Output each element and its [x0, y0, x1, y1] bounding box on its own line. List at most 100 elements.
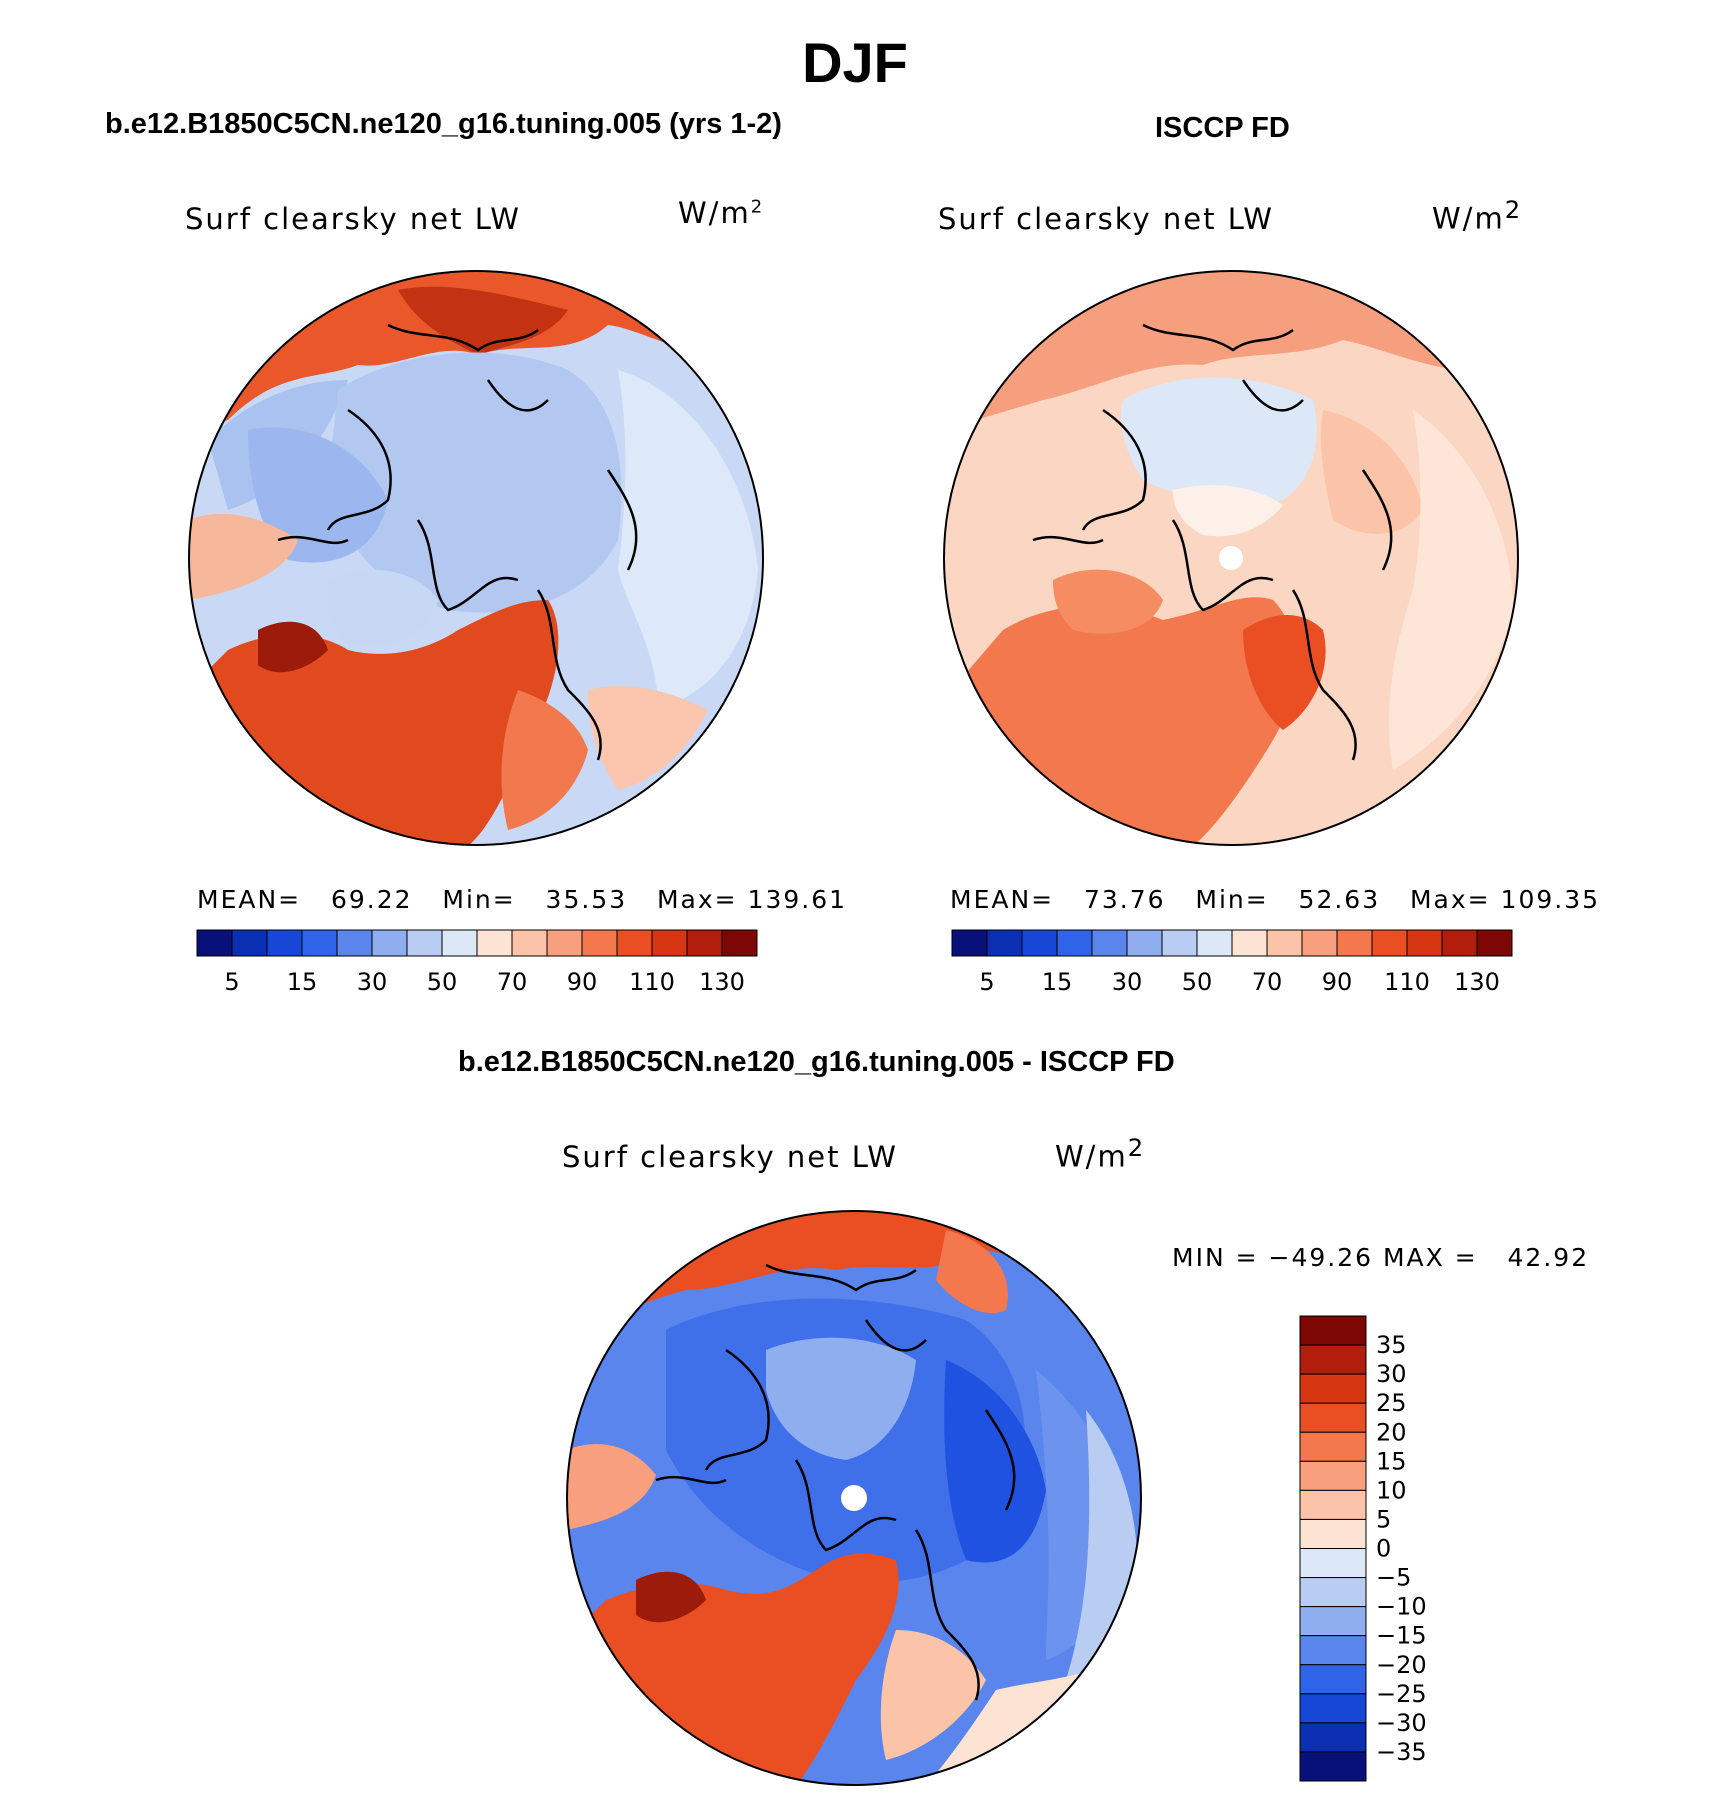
colorbar-tick-label: 20 [1376, 1418, 1407, 1446]
colorbar-swatch [1056, 929, 1093, 957]
colorbar-swatch [266, 929, 303, 957]
colorbar-swatch [371, 929, 408, 957]
colorbar-tick-label: −25 [1376, 1680, 1427, 1708]
colorbar-swatch [196, 929, 233, 957]
map-region-alaska-salmon [567, 1444, 656, 1530]
colorbar-swatch [1299, 1402, 1367, 1433]
colorbar-model: 5 15 30 50 70 90 110 130 [196, 929, 758, 996]
colorbar-swatch [1299, 1664, 1367, 1695]
colorbar-swatch [1299, 1460, 1367, 1491]
map-coastline [1032, 323, 1393, 761]
colorbar-swatch [1301, 929, 1338, 957]
colorbar-tick-label: 90 [1322, 968, 1353, 996]
colorbar-swatch [1231, 929, 1268, 957]
colorbar-tick-label: 35 [1376, 1331, 1407, 1359]
variable-label-obs: Surf clearsky net LW [938, 202, 1274, 236]
colorbar-swatch [1299, 1577, 1367, 1608]
colorbar-swatch [1299, 1606, 1367, 1637]
map-region-bering-red [936, 1230, 1008, 1314]
colorbar-tick-label: 15 [1042, 968, 1073, 996]
colorbar-swatch [476, 929, 513, 957]
colorbar-tick-label: −35 [1376, 1738, 1427, 1766]
panel-title-diff: b.e12.B1850C5CN.ne120_g16.tuning.005 - I… [458, 1046, 1175, 1078]
colorbar-tick-label: 25 [1376, 1389, 1407, 1417]
colorbar-tick-label: 30 [357, 968, 388, 996]
colorbar-swatch [1299, 1693, 1367, 1724]
map-region-siberia-deep [944, 1360, 1046, 1563]
colorbar-swatch [1091, 929, 1128, 957]
colorbar-swatch [1406, 929, 1443, 957]
colorbar-tick-label: 70 [497, 968, 528, 996]
colorbar-tick-label: 130 [1454, 968, 1500, 996]
colorbar-tick-label: 10 [1376, 1476, 1407, 1504]
map-region-central-light [766, 1337, 916, 1460]
colorbar-tick-label: 50 [1182, 968, 1213, 996]
map-region-greenland-dark [636, 1571, 706, 1623]
colorbar-swatch [616, 929, 653, 957]
colorbar-swatch [1336, 929, 1373, 957]
colorbar-tick-label: 5 [224, 968, 239, 996]
map-region-norway-red [1243, 615, 1326, 730]
colorbar-swatch [986, 929, 1023, 957]
colorbar-tick-label: −30 [1376, 1709, 1427, 1737]
colorbar-swatch [1299, 1373, 1367, 1404]
map-region-eurasia-light [1389, 410, 1513, 770]
map-region-alaska-salmon [189, 513, 298, 600]
colorbar-swatch [441, 929, 478, 957]
map-region-arctic-core [1121, 377, 1317, 504]
panel-title-model: b.e12.B1850C5CN.ne120_g16.tuning.005 (yr… [105, 108, 782, 140]
colorbar-swatch [1441, 929, 1478, 957]
map-coastline [277, 323, 638, 761]
colorbar-tick-label: 5 [979, 968, 994, 996]
panel-title-obs: ISCCP FD [1155, 112, 1290, 144]
units-label-model: W/m2 [678, 196, 765, 230]
map-region-greenland-dark [258, 621, 328, 673]
colorbar-swatch [511, 929, 548, 957]
colorbar-tick-label: 90 [567, 968, 598, 996]
pole-hole [1219, 546, 1243, 570]
variable-label-model: Surf clearsky net LW [185, 202, 521, 236]
map-region-canada-blue [248, 427, 388, 563]
colorbar-swatch [546, 929, 583, 957]
colorbar-swatch [1299, 1315, 1367, 1346]
colorbar-swatch [686, 929, 723, 957]
colorbar-tick-label: 15 [1376, 1447, 1407, 1475]
map-region-europe-peach [880, 1630, 986, 1760]
map-region-bering-dark [398, 286, 568, 355]
map-region-greenland-orange [1053, 569, 1163, 634]
colorbar-swatch [1266, 929, 1303, 957]
colorbar-swatch [721, 929, 758, 957]
colorbar-swatch [951, 929, 988, 957]
stats-diff: MIN = −49.26 MAX = 42.92 [1172, 1243, 1590, 1272]
map-region-arctic-core [328, 352, 622, 613]
main-title: DJF [802, 31, 908, 94]
colorbar-tick-label: 130 [699, 968, 745, 996]
colorbar-swatch [1299, 1635, 1367, 1666]
colorbar-tick-label: 50 [427, 968, 458, 996]
colorbar-swatch [301, 929, 338, 957]
map-region-eurasia-ring [618, 370, 758, 710]
map-coastline [655, 1263, 1016, 1701]
colorbar-tick-label: 15 [287, 968, 318, 996]
colorbar-swatch [1299, 1518, 1367, 1549]
colorbar-swatch [1299, 1344, 1367, 1375]
stats-obs: MEAN= 73.76 Min= 52.63 Max= 109.35 [950, 885, 1601, 914]
colorbar-obs: 5 15 30 50 70 90 110 130 [951, 929, 1513, 996]
colorbar-tick-label: 30 [1112, 968, 1143, 996]
colorbar-tick-label: 30 [1376, 1360, 1407, 1388]
colorbar-swatch [581, 929, 618, 957]
colorbar-swatch [336, 929, 373, 957]
colorbar-swatch [1161, 929, 1198, 957]
units-label-diff: W/m2 [1055, 1134, 1146, 1174]
pole-hole [841, 1485, 867, 1511]
map-region-europe-orange [501, 690, 588, 830]
colorbar-swatch [1476, 929, 1513, 957]
polar-map-model [188, 270, 764, 846]
colorbar-tick-label: −15 [1376, 1622, 1427, 1650]
variable-label-diff: Surf clearsky net LW [562, 1140, 898, 1174]
colorbar-tick-label: −5 [1376, 1564, 1411, 1592]
colorbar-tick-label: 110 [1384, 968, 1430, 996]
colorbar-swatch [1371, 929, 1408, 957]
colorbar-swatch [1021, 929, 1058, 957]
